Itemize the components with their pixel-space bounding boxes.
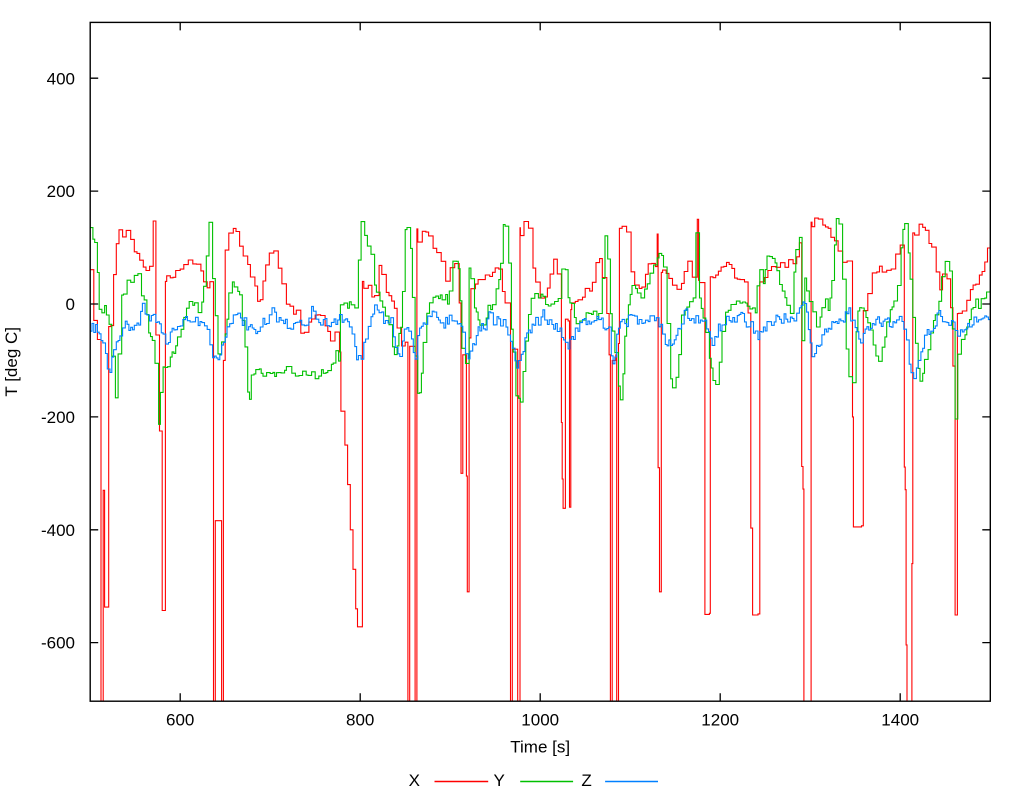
svg-text:T [deg C]: T [deg C] <box>2 327 21 397</box>
svg-text:-400: -400 <box>41 521 75 540</box>
svg-text:1000: 1000 <box>521 711 559 730</box>
svg-text:Time [s]: Time [s] <box>510 738 570 757</box>
svg-text:400: 400 <box>47 69 75 88</box>
svg-text:X: X <box>409 771 420 790</box>
svg-text:800: 800 <box>346 711 374 730</box>
svg-text:600: 600 <box>166 711 194 730</box>
svg-text:Z: Z <box>581 771 591 790</box>
svg-text:1200: 1200 <box>701 711 739 730</box>
svg-text:Y: Y <box>494 771 505 790</box>
svg-text:-200: -200 <box>41 408 75 427</box>
svg-text:200: 200 <box>47 182 75 201</box>
svg-text:-600: -600 <box>41 634 75 653</box>
svg-text:1400: 1400 <box>881 711 919 730</box>
svg-text:0: 0 <box>66 295 75 314</box>
